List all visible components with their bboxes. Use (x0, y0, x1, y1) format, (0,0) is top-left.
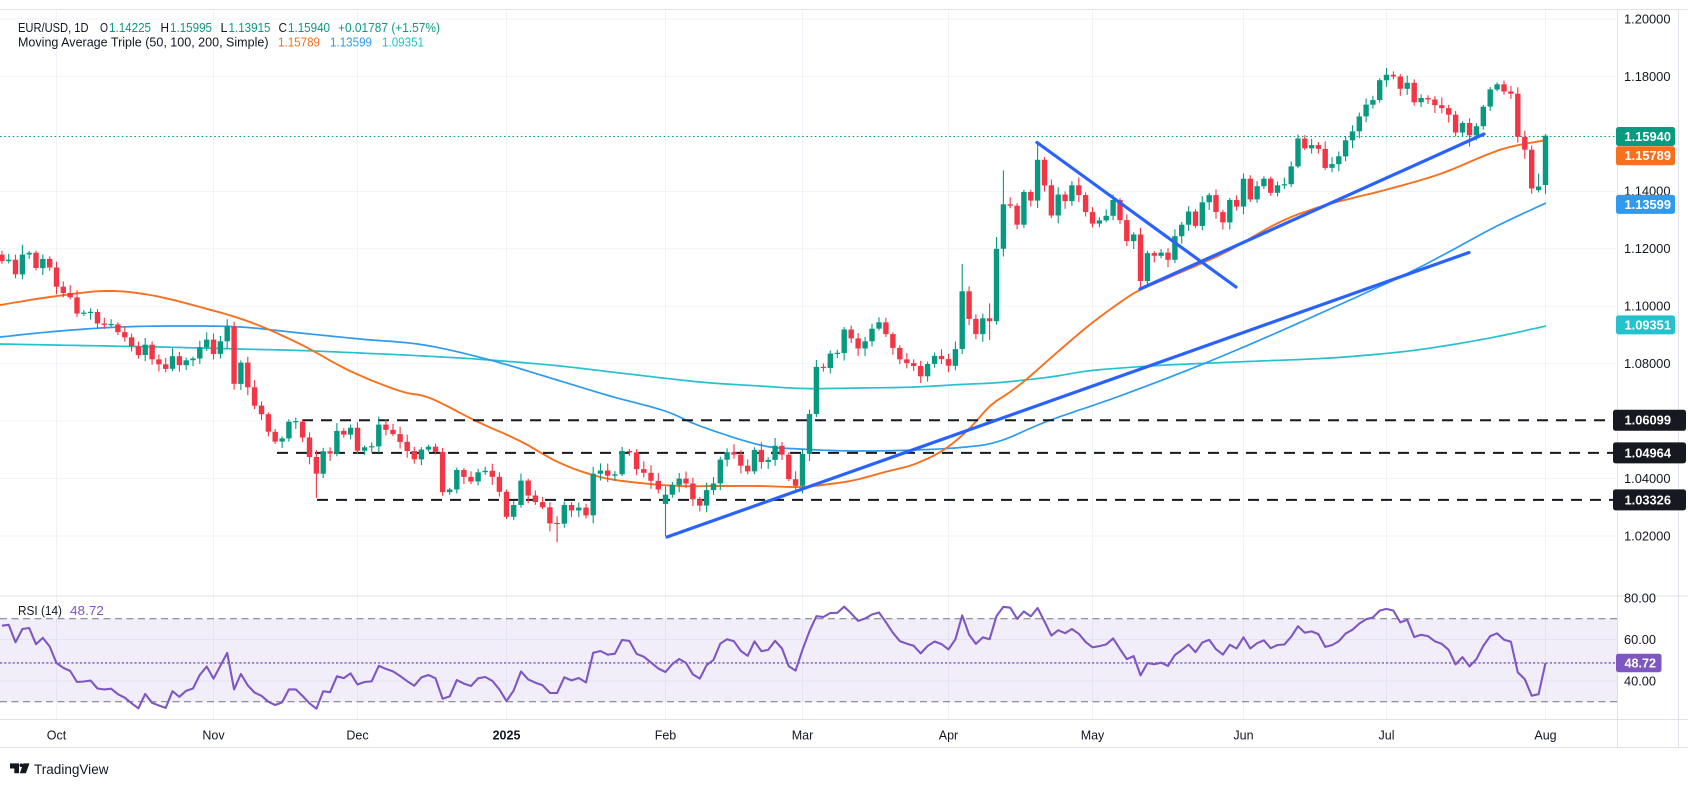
svg-text:1.13599: 1.13599 (330, 34, 372, 49)
svg-text:1.15789: 1.15789 (278, 34, 320, 49)
svg-text:Dec: Dec (346, 729, 368, 743)
svg-text:1.15940: 1.15940 (1625, 130, 1672, 144)
svg-text:1.15995: 1.15995 (170, 20, 212, 35)
svg-text:1.15789: 1.15789 (1625, 149, 1672, 163)
svg-text:1.09351: 1.09351 (382, 34, 424, 49)
svg-text:Mar: Mar (792, 729, 814, 743)
svg-text:Aug: Aug (1534, 729, 1556, 743)
svg-text:48.72: 48.72 (1625, 656, 1657, 670)
svg-text:O: O (100, 20, 108, 35)
svg-text:Jun: Jun (1233, 729, 1253, 743)
svg-text:1.12000: 1.12000 (1624, 242, 1671, 256)
svg-text:RSI (14): RSI (14) (18, 603, 62, 618)
svg-text:1.13599: 1.13599 (1625, 198, 1672, 212)
svg-text:1.03326: 1.03326 (1625, 493, 1672, 507)
svg-text:C: C (279, 20, 288, 35)
svg-text:1.02000: 1.02000 (1624, 529, 1671, 543)
svg-text:1.04964: 1.04964 (1625, 446, 1672, 460)
svg-text:1.18000: 1.18000 (1624, 70, 1671, 84)
svg-text:Oct: Oct (47, 729, 67, 743)
svg-text:1.20000: 1.20000 (1624, 12, 1671, 26)
svg-text:1.09351: 1.09351 (1625, 318, 1672, 332)
svg-text:L: L (221, 20, 228, 35)
svg-text:1.15940: 1.15940 (288, 20, 330, 35)
svg-text:40.00: 40.00 (1624, 674, 1656, 688)
svg-text:Feb: Feb (655, 729, 677, 743)
svg-text:H: H (161, 20, 170, 35)
svg-text:1.04000: 1.04000 (1624, 472, 1671, 486)
svg-text:Moving Average Triple (50, 100: Moving Average Triple (50, 100, 200, Sim… (18, 34, 269, 49)
svg-text:60.00: 60.00 (1624, 633, 1656, 647)
svg-text:48.72: 48.72 (70, 603, 104, 618)
svg-text:1.13915: 1.13915 (229, 20, 271, 35)
svg-text:Apr: Apr (939, 729, 958, 743)
svg-text:1.10000: 1.10000 (1624, 300, 1671, 314)
svg-text:Nov: Nov (202, 729, 225, 743)
svg-text:EUR/USD, 1D: EUR/USD, 1D (18, 20, 89, 35)
svg-text:Jul: Jul (1379, 729, 1395, 743)
svg-text:1.14225: 1.14225 (109, 20, 151, 35)
svg-text:+0.01787 (+1.57%): +0.01787 (+1.57%) (338, 20, 440, 35)
svg-text:80.00: 80.00 (1624, 591, 1656, 605)
svg-text:1.06099: 1.06099 (1625, 414, 1672, 428)
svg-text:2025: 2025 (493, 729, 521, 743)
svg-text:TradingView: TradingView (34, 762, 109, 777)
svg-text:May: May (1081, 729, 1105, 743)
svg-text:1.08000: 1.08000 (1624, 357, 1671, 371)
